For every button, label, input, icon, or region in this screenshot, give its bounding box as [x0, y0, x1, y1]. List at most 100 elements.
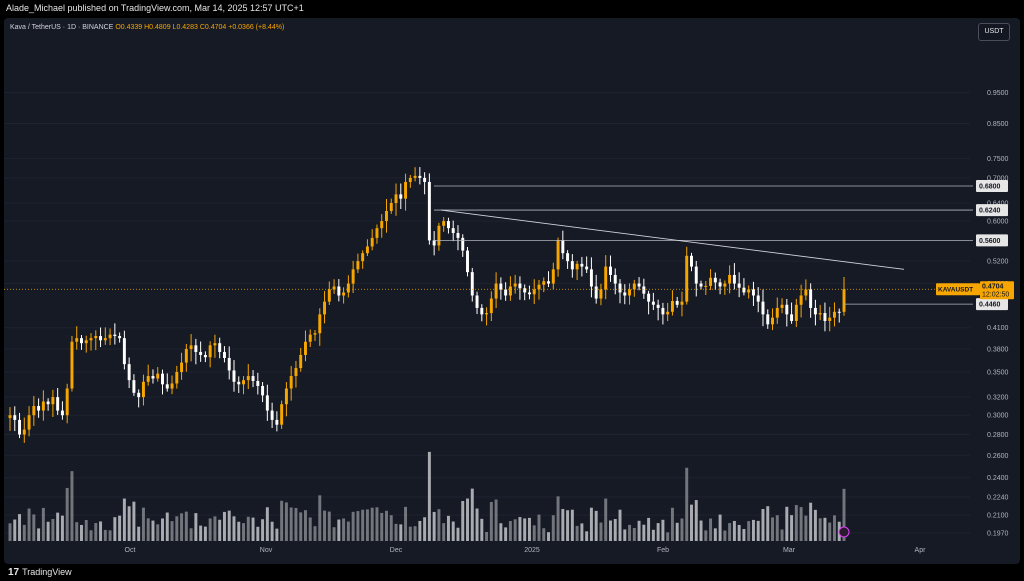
candle-body: [308, 334, 312, 342]
volume-bar: [666, 532, 670, 541]
candle-body: [337, 286, 341, 296]
volume-bar: [394, 523, 398, 541]
candle-body: [570, 261, 574, 270]
candle-body: [41, 401, 45, 411]
volume-bar: [356, 511, 360, 541]
volume-bar: [332, 527, 336, 541]
candle-body: [685, 255, 689, 302]
volume-bar: [280, 500, 284, 541]
volume-bar: [170, 521, 174, 541]
currency-button[interactable]: USDT: [978, 23, 1010, 41]
volume-bar: [89, 530, 93, 541]
footer: 17 TradingView: [0, 564, 1024, 581]
candle-body: [456, 232, 460, 238]
candle-body: [747, 289, 751, 293]
candle-body: [175, 372, 179, 384]
price-chart[interactable]: 0.9500 0.8500 0.7500 0.7000 0.6400 0.6000 0.52…: [4, 18, 1020, 564]
volume-bar: [380, 512, 384, 541]
volume-bar: [637, 520, 641, 541]
candle-body: [532, 289, 536, 295]
candle-body: [399, 194, 403, 199]
volume-bar: [70, 471, 74, 541]
candle-body: [256, 380, 260, 386]
volume-bar: [270, 521, 274, 541]
legend-change: +0.0366 (+8.44%): [228, 24, 285, 31]
level-label: 0.4460: [979, 302, 1001, 309]
volume-bar: [146, 518, 150, 541]
candle-body: [70, 341, 74, 389]
level-label-bg: [976, 234, 1008, 247]
candle-body: [132, 380, 136, 393]
publish-header: Alade_Michael published on TradingView.c…: [0, 0, 1024, 18]
volume-bar: [504, 527, 508, 541]
volume-bar: [208, 518, 212, 541]
candle-body: [585, 266, 589, 270]
volume-bar: [466, 498, 469, 541]
candle-body: [709, 277, 713, 286]
price-tick-label: 0.3000: [987, 413, 1009, 420]
candle-body: [518, 283, 522, 289]
candle-body: [156, 373, 160, 379]
volume-bar: [556, 496, 560, 541]
candle-body: [728, 274, 732, 284]
candle-body: [508, 286, 512, 296]
trendline[interactable]: [440, 209, 905, 270]
volume-bar: [651, 529, 655, 541]
volume-bar: [389, 515, 393, 541]
candle-body: [280, 404, 284, 425]
volume-bar: [18, 514, 22, 541]
candle-body: [656, 304, 660, 308]
volume-bar: [342, 518, 346, 541]
volume-bar: [32, 514, 36, 541]
alert-icon[interactable]: [838, 526, 850, 538]
candle-body: [775, 307, 779, 318]
volume-bar: [404, 506, 408, 541]
volume-bar: [242, 523, 245, 541]
candle-body: [751, 289, 755, 296]
time-axis-label: Mar: [783, 547, 796, 554]
candle-body: [823, 313, 827, 321]
candle-body: [661, 307, 665, 315]
candle-body: [609, 266, 612, 275]
volume-bar: [742, 528, 746, 541]
chart-panel[interactable]: 0.9500 0.8500 0.7500 0.7000 0.6400 0.6000 0.52…: [4, 18, 1020, 564]
volume-bar: [842, 488, 846, 541]
candle-body: [723, 283, 727, 287]
volume-bar: [527, 517, 531, 541]
volume-bar: [675, 522, 679, 541]
candle-body: [299, 354, 303, 369]
volume-bar: [51, 518, 55, 541]
volume-bar: [180, 513, 184, 541]
candle-body: [27, 415, 31, 430]
volume-bar: [37, 528, 41, 541]
volume-bar: [613, 518, 617, 541]
candle-body: [842, 289, 846, 312]
candle-body: [632, 283, 636, 290]
time-axis-label: Nov: [260, 547, 273, 554]
price-tick-label: 0.3200: [987, 395, 1009, 402]
candle-body: [232, 370, 236, 382]
volume-bar: [375, 507, 379, 541]
volume-bar: [547, 532, 551, 541]
candle-body: [804, 289, 808, 296]
candle-body: [466, 250, 469, 273]
candle-body: [13, 415, 17, 420]
time-axis-label: Dec: [390, 547, 403, 554]
candle-body: [351, 269, 355, 284]
volume-bar: [618, 509, 622, 541]
price-tick-label: 0.6400: [987, 200, 1009, 207]
tradingview-logo[interactable]: 17 TradingView: [8, 567, 72, 578]
candle-body: [670, 301, 674, 312]
volume-bar: [508, 521, 512, 541]
volume-bar: [594, 510, 598, 541]
symbol-label: KAVAUSDT: [938, 287, 973, 294]
price-tick-label: 0.3800: [987, 346, 1009, 353]
volume-bar: [227, 510, 231, 541]
legend-low: L0.4283: [172, 24, 198, 31]
volume-bar: [427, 451, 431, 541]
candle-body: [580, 263, 584, 267]
price-tick-label: 0.9500: [987, 90, 1009, 97]
price-tick-label: 0.1970: [987, 531, 1009, 538]
candle-body: [418, 175, 422, 178]
